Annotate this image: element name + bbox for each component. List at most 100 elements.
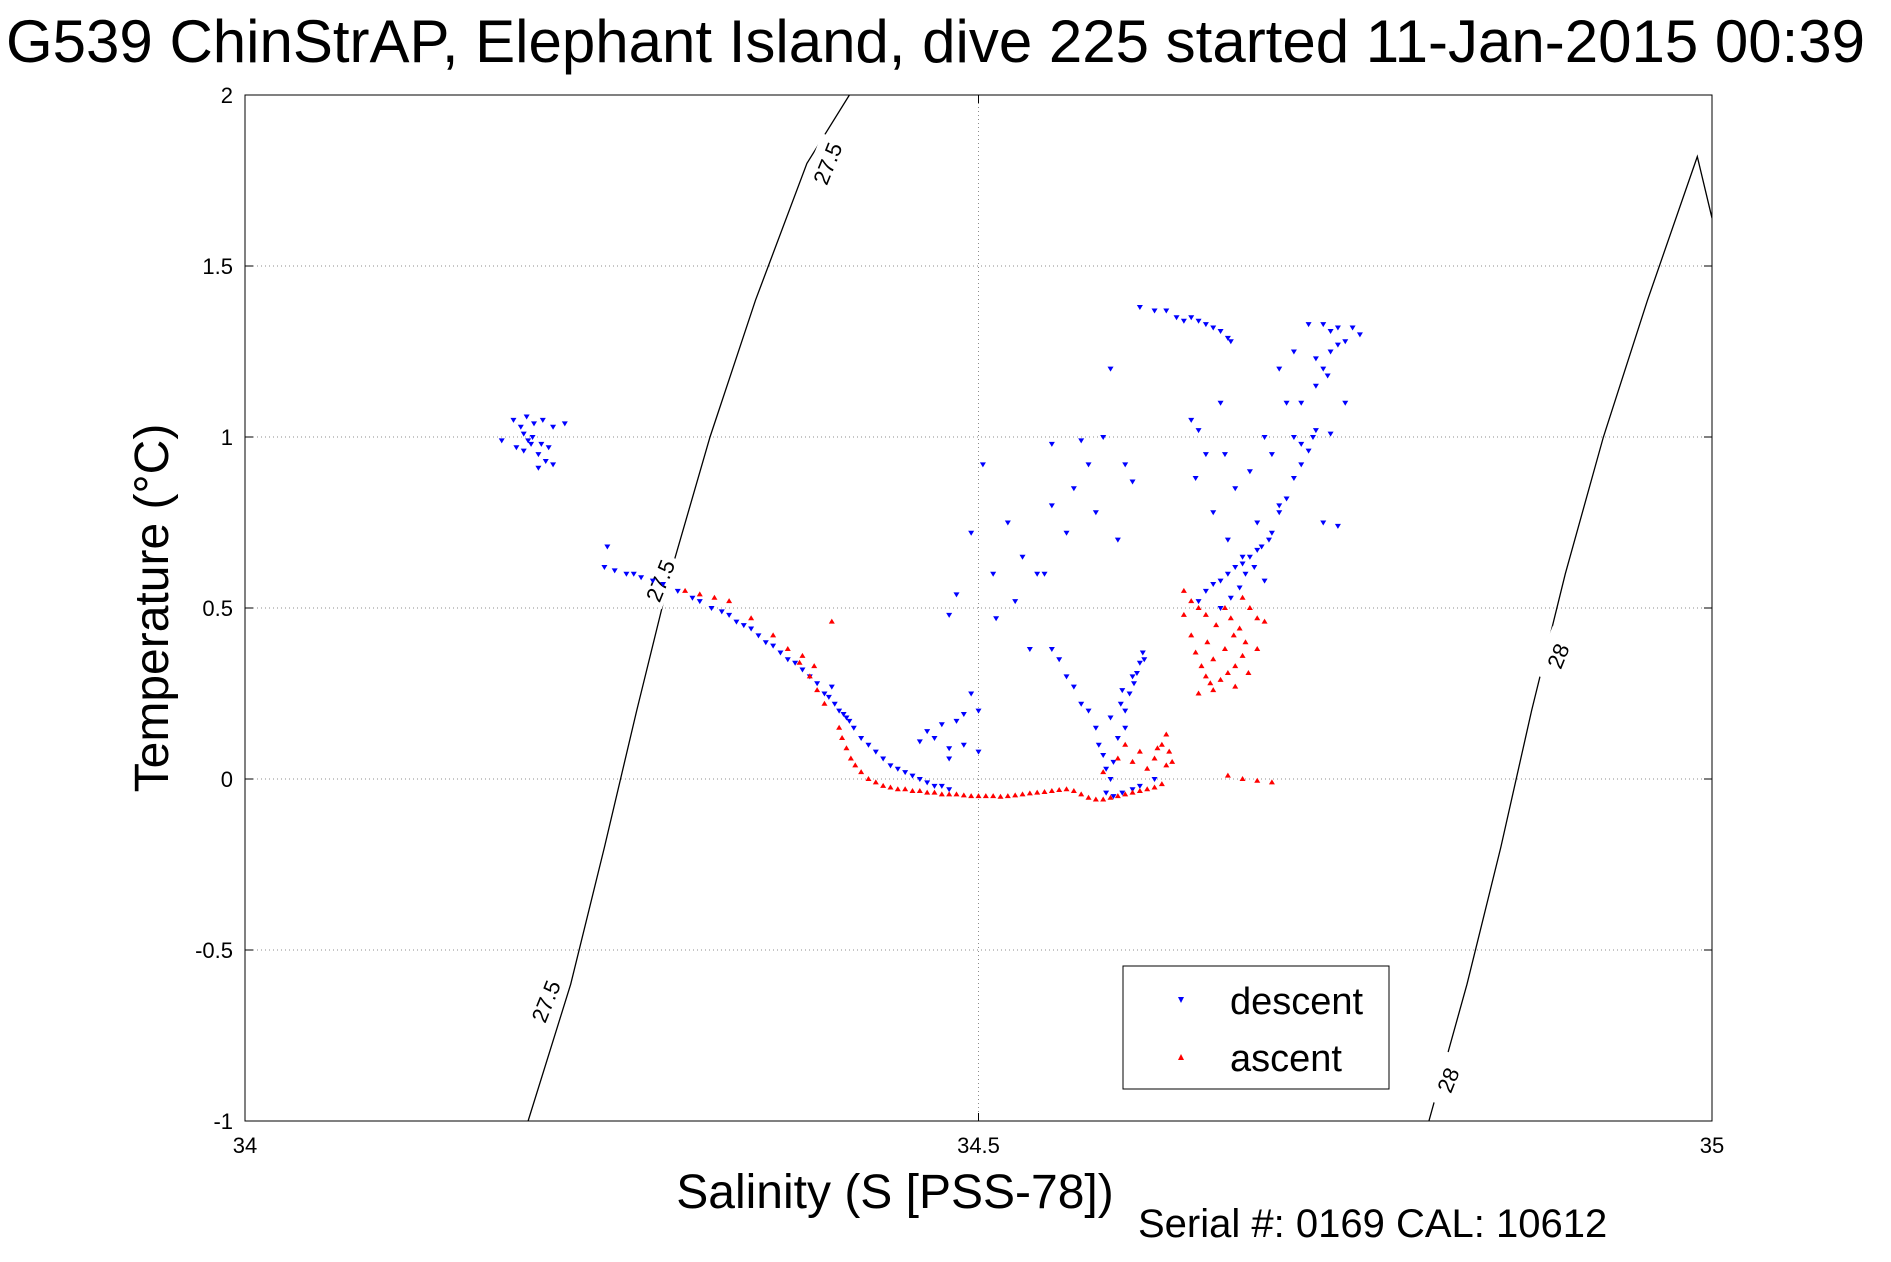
descent-point	[1085, 462, 1092, 468]
ascent-point	[839, 734, 846, 740]
y-tick-label: 0.5	[202, 596, 233, 621]
descent-point	[843, 715, 850, 721]
descent-point	[726, 612, 733, 618]
descent-point	[561, 421, 568, 427]
ascent-point	[1268, 779, 1275, 785]
ascent-point	[1217, 676, 1224, 682]
descent-point	[517, 424, 524, 430]
descent-point	[1210, 325, 1217, 331]
descent-point	[1100, 753, 1107, 759]
descent-point	[1195, 428, 1202, 434]
descent-point	[1217, 606, 1224, 611]
descent-point	[975, 708, 982, 714]
descent-point	[1227, 339, 1234, 345]
descent-point	[1095, 742, 1102, 748]
descent-point	[513, 445, 520, 451]
descent-point	[1224, 335, 1231, 341]
descent-point	[924, 780, 931, 786]
ascent-point	[1242, 639, 1249, 645]
ascent-point	[1063, 786, 1070, 792]
contour-label: 27.5	[641, 556, 680, 605]
ascent-point	[1195, 690, 1202, 696]
descent-point	[825, 694, 832, 700]
descent-point	[938, 783, 945, 789]
descent-point	[1268, 530, 1275, 536]
descent-point	[1242, 571, 1249, 577]
descent-point	[523, 414, 530, 420]
y-tick-label: 2	[221, 83, 233, 108]
descent-point	[1151, 777, 1158, 782]
ascent-point	[1207, 680, 1214, 686]
contour-label-group: 27.5	[802, 133, 849, 193]
descent-point	[1085, 708, 1092, 714]
descent-point	[1334, 325, 1341, 331]
ascent-point	[975, 793, 982, 799]
ascent-point	[1254, 646, 1261, 652]
descent-point	[916, 739, 923, 745]
descent-point	[1019, 554, 1026, 560]
descent-point	[604, 544, 611, 550]
descent-point	[1192, 476, 1199, 482]
descent-point	[1298, 462, 1305, 468]
descent-point	[1298, 400, 1305, 406]
ascent-point	[1019, 791, 1026, 797]
ascent-point	[953, 791, 960, 797]
descent-point	[1227, 595, 1234, 601]
x-tick-label: 34	[233, 1133, 257, 1158]
ascent-point	[1070, 787, 1077, 793]
descent-point	[696, 599, 703, 605]
descent-point	[510, 417, 517, 423]
descent-point	[1114, 537, 1121, 543]
descent-point	[1210, 582, 1217, 588]
contour-label-group: 27.5	[521, 971, 567, 1030]
ascent-point	[1114, 793, 1121, 799]
descent-point	[1122, 462, 1129, 468]
ascent-point	[938, 791, 945, 797]
x-tick-label: 34.5	[957, 1133, 1000, 1158]
descent-point	[525, 438, 532, 444]
descent-point	[1107, 366, 1114, 372]
ascent-point	[946, 791, 953, 797]
descent-point	[938, 722, 945, 728]
descent-point	[770, 643, 777, 649]
descent-point	[1320, 322, 1327, 328]
descent-point	[539, 417, 546, 423]
ascent-point	[909, 787, 916, 793]
descent-point	[1070, 684, 1077, 690]
descent-point	[1349, 325, 1356, 331]
descent-point	[946, 612, 953, 618]
ascent-point	[1026, 790, 1033, 796]
descent-point	[1312, 356, 1319, 362]
legend-item-ascent: ascent	[1178, 1038, 1342, 1080]
ascent-point	[1004, 793, 1011, 799]
ascent-point	[1034, 789, 1041, 795]
ascent-point	[894, 786, 901, 792]
ascent-point	[811, 663, 818, 669]
contour-label: 27.5	[808, 139, 847, 188]
descent-point	[1298, 441, 1305, 447]
ascent-point	[1078, 791, 1085, 797]
ascent-point	[1122, 791, 1129, 797]
descent-point	[894, 766, 901, 772]
descent-point	[1334, 523, 1341, 529]
descent-point	[674, 588, 681, 594]
descent-point	[528, 441, 535, 447]
descent-point	[1276, 510, 1283, 516]
ascent-point	[887, 784, 894, 790]
descent-point	[1246, 469, 1253, 475]
descent-point	[1129, 674, 1136, 680]
descent-point	[1103, 790, 1110, 796]
y-tick-label: 1.5	[202, 254, 233, 279]
descent-point	[1163, 308, 1170, 314]
descent-point	[1251, 564, 1258, 570]
descent-point	[1312, 428, 1319, 434]
descent-point	[946, 746, 953, 752]
ascent-point	[726, 598, 733, 604]
ascent-point	[1180, 611, 1187, 617]
descent-point	[1232, 486, 1239, 492]
ascent-point	[1100, 796, 1107, 802]
y-tick-label: 0	[221, 767, 233, 792]
descent-point	[1122, 708, 1129, 714]
legend: descent ascent	[1122, 965, 1390, 1090]
